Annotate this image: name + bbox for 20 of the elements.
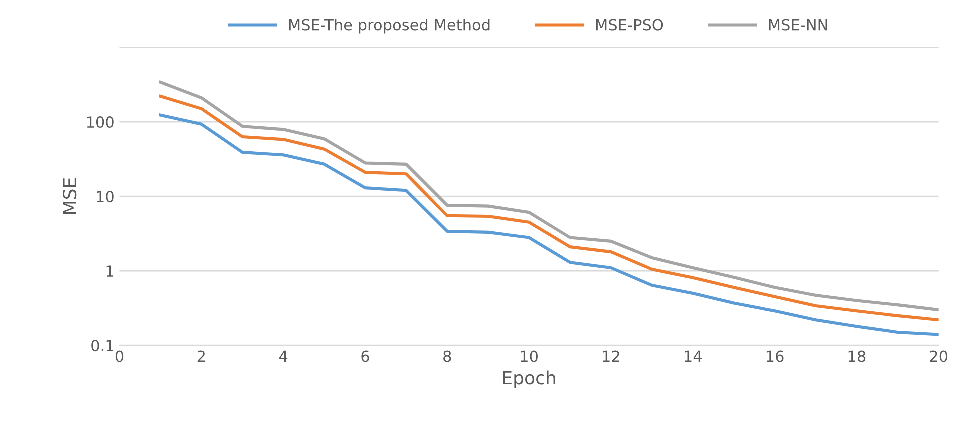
x-tick-label: 18 (848, 350, 866, 362)
y-tick-label: 1 (106, 266, 114, 277)
x-tick-label: 0 (116, 350, 124, 362)
x-tick-label: 16 (766, 350, 784, 362)
x-tick-label: 10 (521, 350, 538, 362)
x-tick-label: 20 (930, 350, 948, 362)
y-tick-label: 10 (97, 191, 114, 203)
x-tick-label: 12 (603, 350, 620, 362)
y-tick-label: 100 (87, 116, 114, 128)
x-tick-label: 2 (198, 350, 205, 362)
x-tick-label: 8 (444, 350, 452, 362)
x-axis-title: Epoch (503, 370, 556, 388)
x-tick-label: 14 (685, 350, 702, 362)
x-tick-label: 4 (279, 350, 288, 362)
y-axis-title: MSE (63, 178, 77, 214)
legend-label: MSE-The proposed Method (289, 18, 490, 34)
legend-label: MSE-PSO (596, 19, 664, 31)
legend-label: MSE-NN (769, 19, 828, 31)
y-tick-label: 0.1 (92, 340, 114, 352)
x-tick-label: 6 (362, 350, 370, 362)
